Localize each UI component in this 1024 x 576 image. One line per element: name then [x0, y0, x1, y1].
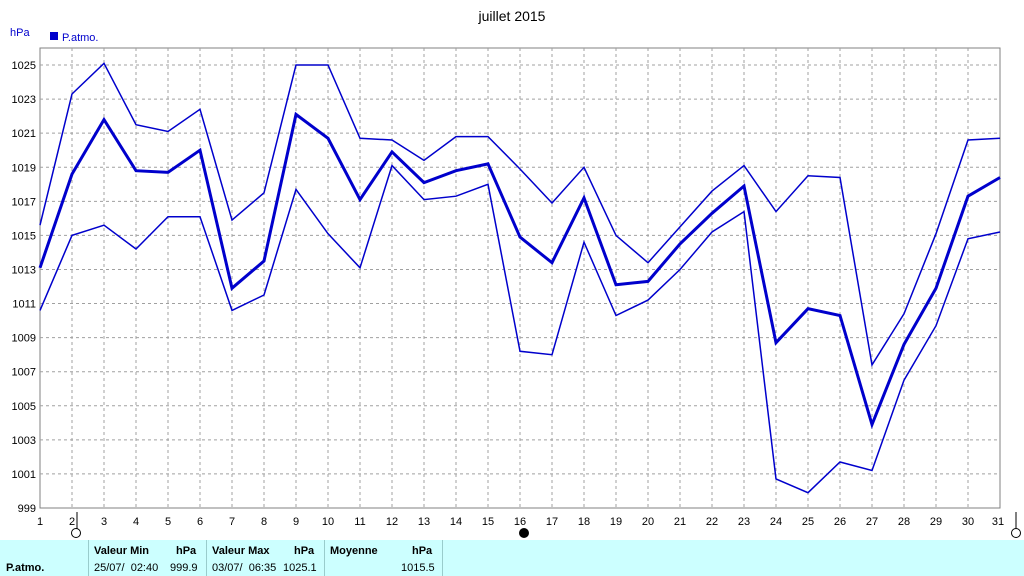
y-tick-label: 1019	[12, 162, 36, 174]
x-tick-label: 4	[133, 516, 139, 528]
y-tick-label: 1013	[12, 264, 36, 276]
y-axis-unit: hPa	[10, 27, 30, 39]
x-tick-label: 3	[101, 516, 107, 528]
chart-title: juillet 2015	[478, 8, 546, 24]
series-line-max	[39, 62, 1001, 367]
y-tick-label: 999	[18, 503, 36, 515]
x-tick-label: 15	[482, 516, 494, 528]
avg-header: Moyenne	[330, 545, 378, 557]
x-tick-label: 10	[322, 516, 334, 528]
x-tick-label: 30	[962, 516, 974, 528]
series-line-min	[39, 164, 1001, 494]
avg-value: 1015.5	[401, 562, 435, 574]
grid-lines	[40, 48, 1000, 508]
max-value: 1025.1	[283, 562, 317, 574]
footer-divider	[324, 540, 325, 576]
x-tick-label: 27	[866, 516, 878, 528]
new-moon-icon	[519, 528, 529, 538]
x-tick-label: 29	[930, 516, 942, 528]
min-value: 999.9	[170, 562, 198, 574]
y-tick-label: 1021	[12, 128, 36, 140]
y-tick-label: 1015	[12, 230, 36, 242]
x-tick-label: 5	[165, 516, 171, 528]
x-tick-label: 31	[992, 516, 1004, 528]
y-tick-label: 1005	[12, 401, 36, 413]
x-tick-label: 25	[802, 516, 814, 528]
x-tick-label: 1	[37, 516, 43, 528]
series-line-mean	[38, 111, 1001, 430]
x-tick-label: 23	[738, 516, 750, 528]
x-tick-label: 24	[770, 516, 782, 528]
x-tick-label: 8	[261, 516, 267, 528]
x-tick-label: 22	[706, 516, 718, 528]
moon-markers	[71, 512, 1021, 538]
y-tick-label: 1025	[12, 60, 36, 72]
min-datetime: 25/07/ 02:40	[94, 562, 159, 574]
x-tick-label: 2	[69, 516, 75, 528]
y-tick-label: 1011	[12, 299, 36, 311]
legend-label: P.atmo.	[62, 32, 99, 44]
max-datetime: 03/07/ 06:35	[212, 562, 277, 574]
avg-unit: hPa	[412, 545, 433, 557]
full-moon-icon	[71, 528, 81, 538]
y-tick-label: 1003	[12, 435, 36, 447]
min-unit: hPa	[176, 545, 197, 557]
x-tick-label: 20	[642, 516, 654, 528]
legend-swatch	[50, 32, 58, 40]
x-tick-label: 12	[386, 516, 398, 528]
y-tick-labels: 999 1001 1003 1005 1007 1009 1011 1013 1015 1017 1…	[12, 60, 36, 515]
x-tick-label: 18	[578, 516, 590, 528]
x-tick-label: 11	[354, 516, 365, 528]
x-tick-label: 7	[229, 516, 235, 528]
footer-divider	[206, 540, 207, 576]
y-tick-label: 1007	[12, 367, 36, 379]
y-tick-label: 1023	[12, 94, 36, 106]
full-moon-icon	[1011, 528, 1021, 538]
x-tick-label: 17	[546, 516, 558, 528]
max-header: Valeur Max	[212, 545, 270, 557]
y-tick-label: 1017	[12, 196, 36, 208]
x-tick-label: 19	[610, 516, 622, 528]
x-tick-label: 6	[197, 516, 203, 528]
x-tick-label: 13	[418, 516, 430, 528]
footer-row-label: P.atmo.	[6, 562, 45, 574]
x-tick-label: 14	[450, 516, 462, 528]
x-tick-labels: 1 2 3 4 5 6 7 8 9 10 11 12 13 14 15 16 17 18 19 20 21 22 23 24 2…	[37, 516, 1004, 528]
y-tick-label: 1001	[12, 469, 36, 481]
min-header: Valeur Min	[94, 545, 150, 557]
x-tick-label: 28	[898, 516, 910, 528]
series-lines	[38, 62, 1001, 494]
x-tick-label: 26	[834, 516, 846, 528]
x-tick-label: 21	[674, 516, 686, 528]
max-unit: hPa	[294, 545, 315, 557]
y-tick-label: 1009	[12, 333, 36, 345]
footer-divider	[88, 540, 89, 576]
x-tick-label: 16	[514, 516, 526, 528]
footer-divider	[442, 540, 443, 576]
stats-footer	[0, 540, 1024, 576]
x-tick-label: 9	[293, 516, 299, 528]
pressure-chart: juillet 2015 hPa P.atmo. 999 1001 1003 1005…	[10, 8, 1021, 538]
